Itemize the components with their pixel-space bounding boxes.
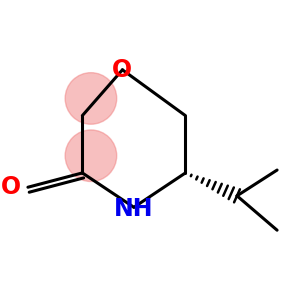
Text: O: O — [112, 58, 133, 82]
Circle shape — [65, 130, 117, 182]
Circle shape — [65, 73, 117, 124]
Text: O: O — [1, 175, 21, 199]
Text: NH: NH — [114, 197, 154, 221]
